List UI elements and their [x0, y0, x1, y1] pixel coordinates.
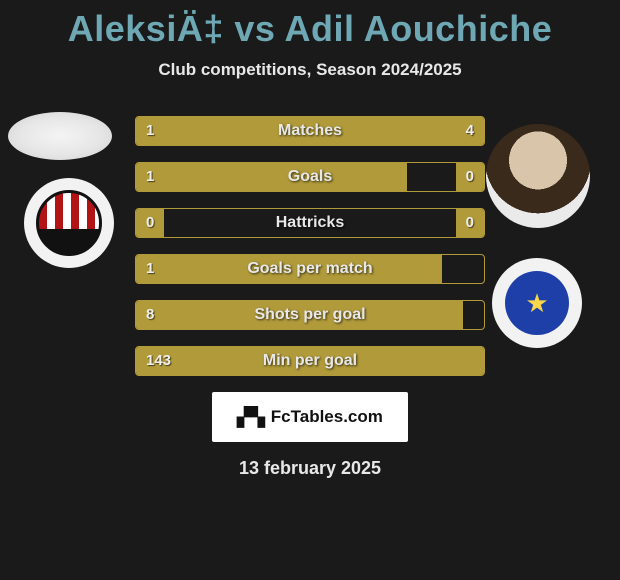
- stat-metric-label: Matches: [136, 117, 484, 145]
- page-title: AleksiÄ‡ vs Adil Aouchiche: [0, 0, 620, 50]
- comparison-panel: 14Matches 10Goals 00Hattricks 1Goals per ma…: [0, 116, 620, 479]
- stat-metric-label: Goals: [136, 163, 484, 191]
- stat-row: 8Shots per goal: [135, 300, 485, 330]
- stat-row: 1Goals per match: [135, 254, 485, 284]
- chart-icon: ▞▚: [237, 407, 265, 428]
- stat-metric-label: Min per goal: [136, 347, 484, 375]
- brand-box: ▞▚ FcTables.com: [212, 392, 408, 442]
- page-subtitle: Club competitions, Season 2024/2025: [0, 60, 620, 80]
- stat-metric-label: Hattricks: [136, 209, 484, 237]
- comparison-bars: 14Matches 10Goals 00Hattricks 1Goals per ma…: [135, 116, 485, 376]
- brand-label: FcTables.com: [271, 407, 383, 427]
- stat-metric-label: Shots per goal: [136, 301, 484, 329]
- stat-metric-label: Goals per match: [136, 255, 484, 283]
- stat-row: 143Min per goal: [135, 346, 485, 376]
- stat-row: 14Matches: [135, 116, 485, 146]
- stat-row: 00Hattricks: [135, 208, 485, 238]
- stat-row: 10Goals: [135, 162, 485, 192]
- date-label: 13 february 2025: [0, 458, 620, 479]
